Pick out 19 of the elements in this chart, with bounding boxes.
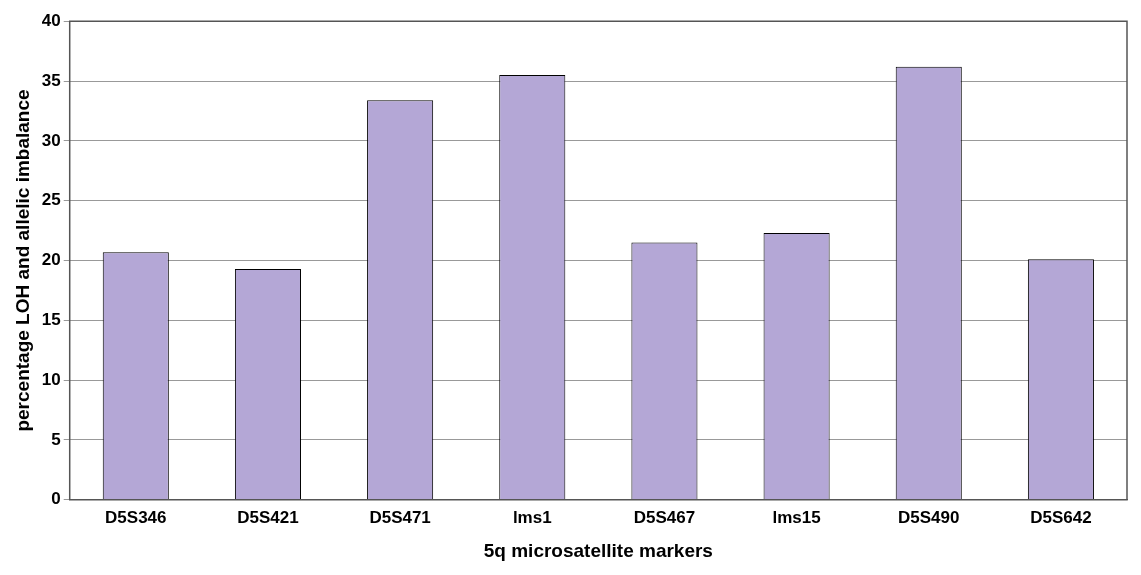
y-tick-label: 20 bbox=[41, 250, 61, 270]
y-tick-label: 0 bbox=[51, 489, 61, 509]
x-tick-label: D5S346 bbox=[105, 507, 167, 527]
x-tick-label: D5S642 bbox=[1030, 507, 1092, 527]
y-axis-title: percentage LOH and allelic imbalance bbox=[11, 89, 33, 432]
x-tick-label: lms15 bbox=[772, 507, 821, 527]
y-tick-label: 15 bbox=[41, 310, 61, 330]
y-tick-label: 10 bbox=[41, 369, 61, 389]
x-tick-label: D5S421 bbox=[237, 507, 299, 527]
y-tick-label: 30 bbox=[41, 130, 61, 150]
x-tick-label: lms1 bbox=[512, 507, 552, 527]
y-tick-label: 25 bbox=[41, 190, 61, 210]
x-axis-title: 5q microsatellite markers bbox=[483, 539, 713, 561]
y-tick-label: 35 bbox=[41, 70, 61, 90]
x-tick-label: D5S467 bbox=[633, 507, 696, 527]
y-tick-label: 40 bbox=[41, 10, 61, 30]
x-tick-label: D5S490 bbox=[898, 507, 960, 527]
y-tick-label: 5 bbox=[51, 429, 61, 449]
x-tick-label: D5S471 bbox=[369, 507, 431, 527]
